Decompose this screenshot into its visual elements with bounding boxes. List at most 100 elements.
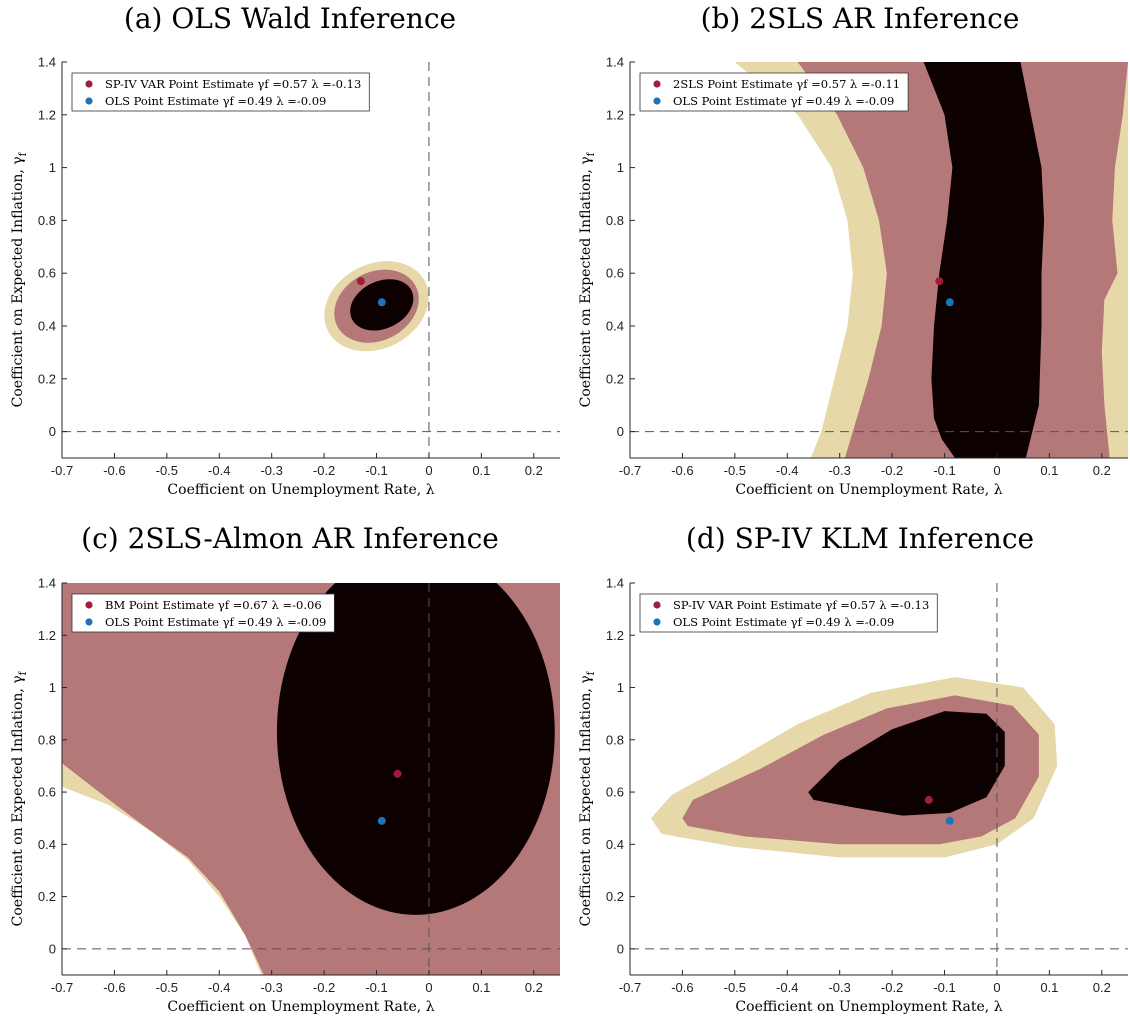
y-tick-label: 0.4 (606, 319, 624, 334)
x-tick-label: -0.4 (208, 980, 230, 995)
x-tick-label: 0.1 (472, 463, 490, 478)
x-tick-label: -0.5 (724, 980, 746, 995)
y-axis-label-text: Coefficient on Expected Inflation, γ (10, 675, 26, 926)
x-tick-label: -0.5 (156, 980, 178, 995)
y-tick-label: 0.4 (38, 837, 56, 852)
legend-marker (653, 80, 661, 88)
x-tick-label: -0.2 (881, 463, 903, 478)
x-tick-label: -0.1 (933, 463, 955, 478)
legend-marker (85, 97, 93, 105)
y-tick-label: 0 (49, 424, 56, 439)
plot-area (62, 583, 560, 975)
y-tick-label: 0.2 (38, 371, 56, 386)
legend-marker (653, 618, 661, 626)
x-tick-label: -0.5 (156, 463, 178, 478)
y-tick-label: 1.4 (606, 576, 624, 591)
legend-box (639, 72, 909, 112)
legend-entry: 2SLS Point Estimate γf =0.57 λ =-0.11 (673, 77, 900, 91)
panel-a: (a) OLS Wald Inference -0.7 -0.6 -0.5 -0.4 -0… (10, 2, 560, 498)
legend-box (71, 593, 335, 633)
y-axis-label-text: Coefficient on Expected Inflation, γ (10, 156, 26, 407)
x-tick-label: 0.1 (1040, 980, 1058, 995)
x-tick-label: -0.1 (365, 980, 387, 995)
y-axis-label-subscript: f (586, 670, 597, 675)
y-tick-label: 0.6 (606, 785, 624, 800)
x-tick-label: -0.6 (103, 980, 125, 995)
panel-b: (b) 2SLS AR Inference -0.7 -0.6 -0.5 -0.4 -0.… (578, 2, 1128, 498)
y-tick-label: 0.6 (606, 266, 624, 281)
x-tick-label: 0 (993, 980, 1000, 995)
point-estimate-red (356, 277, 365, 286)
y-tick-label: 0 (49, 941, 56, 956)
point-estimate-blue (377, 816, 386, 825)
legend-box (639, 593, 938, 633)
y-tick-label: 0.6 (38, 266, 56, 281)
confidence-region-inner (276, 583, 555, 915)
panel-title: (b) 2SLS AR Inference (701, 2, 1020, 35)
x-tick-label: -0.4 (776, 980, 798, 995)
x-tick-label: -0.1 (933, 980, 955, 995)
y-axis-label: Coefficient on Expected Inflation, γf (578, 151, 597, 407)
y-tick-label: 0 (617, 424, 624, 439)
x-tick-label: -0.6 (671, 463, 693, 478)
point-estimate-blue (945, 298, 954, 307)
point-estimate-red (924, 795, 933, 804)
y-axis-label-text: Coefficient on Expected Inflation, γ (578, 675, 594, 926)
panel-title: (c) 2SLS-Almon AR Inference (81, 522, 499, 555)
x-axis-label: Coefficient on Unemployment Rate, λ (735, 482, 1002, 498)
y-axis-label-subscript: f (18, 151, 29, 156)
plot-area (62, 62, 560, 458)
x-axis-label: Coefficient on Unemployment Rate, λ (167, 999, 434, 1015)
x-tick-label: -0.6 (103, 463, 125, 478)
legend-entry: OLS Point Estimate γf =0.49 λ =-0.09 (105, 94, 326, 108)
x-tick-label: 0.2 (525, 463, 543, 478)
y-tick-label: 1.2 (38, 628, 56, 643)
y-tick-label: 0.4 (606, 837, 624, 852)
y-tick-label: 1.2 (606, 628, 624, 643)
x-tick-label: -0.7 (51, 463, 73, 478)
y-axis-label-subscript: f (586, 151, 597, 156)
panel-title: (d) SP-IV KLM Inference (686, 522, 1034, 555)
point-estimate-blue (377, 298, 386, 307)
legend: SP-IV VAR Point Estimate γf =0.57 λ =-0.… (639, 593, 938, 633)
x-tick-label: 0.2 (525, 980, 543, 995)
y-tick-label: 0 (617, 941, 624, 956)
x-tick-label: -0.7 (619, 980, 641, 995)
panel-c: (c) 2SLS-Almon AR Inference -0.7 -0.6 -0.5 -… (10, 522, 560, 1015)
legend-marker (653, 97, 661, 105)
x-tick-label: -0.2 (881, 980, 903, 995)
x-tick-label: 0 (425, 980, 432, 995)
panel-d: (d) SP-IV KLM Inference -0.7 -0.6 -0.5 -0.4 -… (578, 522, 1128, 1015)
x-tick-label: -0.3 (828, 463, 850, 478)
y-axis-label-subscript: f (18, 670, 29, 675)
legend-marker (85, 618, 93, 626)
panel-title: (a) OLS Wald Inference (124, 2, 456, 35)
y-tick-label: 0.2 (38, 889, 56, 904)
legend-entry: SP-IV VAR Point Estimate γf =0.57 λ =-0.… (673, 598, 929, 612)
x-tick-label: 0.1 (472, 980, 490, 995)
x-axis-label: Coefficient on Unemployment Rate, λ (167, 482, 434, 498)
x-tick-label: -0.5 (724, 463, 746, 478)
point-estimate-red (935, 277, 944, 286)
y-tick-label: 1.4 (38, 55, 56, 70)
x-tick-label: -0.4 (208, 463, 230, 478)
x-tick-label: 0 (993, 463, 1000, 478)
x-tick-label: -0.7 (619, 463, 641, 478)
y-tick-label: 0.6 (38, 785, 56, 800)
legend-entry: OLS Point Estimate γf =0.49 λ =-0.09 (673, 94, 894, 108)
x-tick-label: -0.3 (828, 980, 850, 995)
x-tick-label: 0.2 (1093, 463, 1111, 478)
x-tick-label: -0.4 (776, 463, 798, 478)
x-tick-label: 0.2 (1093, 980, 1111, 995)
x-tick-label: -0.2 (313, 463, 335, 478)
legend-marker (85, 601, 93, 609)
legend: SP-IV VAR Point Estimate γf =0.57 λ =-0.… (71, 72, 370, 112)
plot-area (630, 583, 1128, 975)
y-tick-label: 0.8 (606, 213, 624, 228)
x-tick-label: -0.3 (260, 980, 282, 995)
legend-entry: SP-IV VAR Point Estimate γf =0.57 λ =-0.… (105, 77, 361, 91)
legend-entry: OLS Point Estimate γf =0.49 λ =-0.09 (673, 615, 894, 629)
y-tick-label: 1 (617, 160, 624, 175)
y-tick-label: 0.8 (606, 732, 624, 747)
x-tick-label: -0.7 (51, 980, 73, 995)
